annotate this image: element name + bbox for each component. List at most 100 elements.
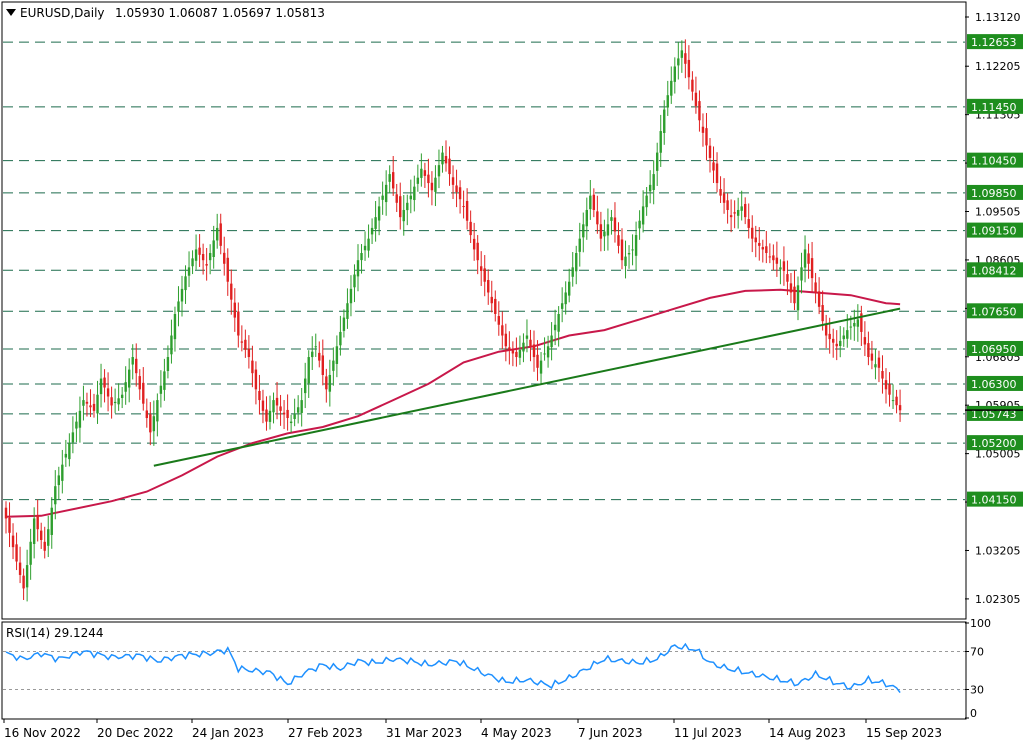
candle-body: [613, 217, 617, 232]
time-tick-label: 14 Aug 2023: [769, 726, 846, 740]
candle-body: [472, 238, 476, 250]
candle-body: [641, 206, 645, 225]
candle-body: [508, 347, 511, 350]
candle-body: [659, 131, 662, 153]
candle-body: [43, 541, 46, 551]
candle-body: [430, 182, 434, 191]
candle-body: [585, 209, 588, 227]
candle-body: [335, 346, 339, 364]
candle-body: [212, 240, 215, 258]
candle-body: [624, 256, 627, 267]
time-tick-label: 31 Mar 2023: [386, 726, 462, 740]
candle-body: [342, 317, 346, 331]
candle-body: [860, 313, 863, 332]
price-tick-label: 1.05005: [975, 448, 1021, 461]
candle-body: [11, 535, 15, 548]
candle-body: [247, 348, 251, 358]
candle-body: [705, 128, 708, 146]
candle-body: [888, 384, 891, 395]
candle-body: [8, 517, 11, 533]
candle-body: [279, 406, 282, 411]
price-tick-label: 1.09505: [975, 205, 1021, 218]
candle-body: [751, 227, 754, 239]
candle-body: [768, 256, 772, 258]
candle-body: [25, 565, 29, 588]
time-tick-label: 15 Sep 2023: [866, 726, 942, 740]
candle-body: [78, 410, 82, 428]
candle-body: [149, 414, 152, 433]
candle-body: [779, 267, 782, 270]
time-tick-label: 4 May 2023: [481, 726, 552, 740]
candle-body: [124, 382, 127, 392]
candle-body: [272, 400, 275, 413]
candle-body: [501, 325, 504, 336]
level-label-text: 1.05743: [971, 408, 1017, 421]
candle-body: [339, 331, 342, 346]
candle-body: [47, 529, 50, 546]
candle-body: [29, 541, 32, 565]
candle-body: [761, 247, 764, 250]
candle-body: [726, 200, 729, 210]
candle-body: [701, 126, 705, 133]
candle-body: [54, 486, 57, 505]
candle-body: [328, 374, 332, 392]
candle-body: [698, 101, 701, 121]
level-label-box: [967, 262, 1023, 278]
candle-body: [18, 562, 22, 575]
candle-body: [191, 258, 194, 267]
candle-body: [708, 145, 712, 158]
candle-body: [128, 369, 131, 388]
rsi-line-layer: [5, 642, 901, 694]
candle-body: [758, 242, 761, 246]
candle-body: [839, 340, 842, 346]
candle-body: [670, 80, 673, 96]
candle-body: [177, 301, 180, 312]
level-label-box: [967, 184, 1023, 200]
candle-body: [564, 292, 567, 305]
candle-body: [409, 195, 412, 200]
candle-body: [483, 268, 486, 282]
candle-body: [582, 224, 585, 238]
menu-triangle-icon[interactable]: [6, 9, 16, 16]
level-label-box: [967, 491, 1023, 507]
candle-body: [884, 380, 888, 390]
candle-body: [722, 193, 726, 203]
candle-body: [480, 266, 483, 271]
candle-body: [832, 338, 835, 343]
candle-body: [201, 254, 205, 261]
candle-body: [575, 253, 578, 272]
candle-body: [736, 209, 740, 216]
candle-body: [645, 195, 648, 208]
time-tick-label: 24 Jan 2023: [192, 726, 264, 740]
candle-body: [268, 410, 272, 422]
time-axis: 16 Nov 2022 20 Dec 2022 24 Jan 2023 27 Feb …: [3, 719, 942, 740]
rsi-panel[interactable]: 100 70 30 0 RSI(14) 29.1244: [1, 617, 991, 720]
candle-body: [828, 333, 831, 340]
candle-body: [592, 194, 596, 210]
candle-body: [568, 281, 571, 296]
candle-body: [691, 79, 694, 92]
candle-body: [536, 354, 539, 368]
candle-body: [4, 507, 8, 519]
candle-body: [557, 313, 560, 332]
candle-body: [145, 410, 148, 419]
rsi-tick-label: 100: [970, 617, 991, 630]
candle-body: [395, 194, 398, 203]
candle-body: [772, 255, 775, 261]
price-panel[interactable]: 1.131201.122051.113051.104051.095051.086…: [1, 1, 1023, 620]
candle-body: [803, 249, 807, 268]
rsi-axis: 100 70 30 0: [965, 617, 991, 720]
candle-body: [208, 253, 212, 261]
time-tick-label: 16 Nov 2022: [4, 726, 81, 740]
trendline: [153, 307, 901, 467]
candle-body: [744, 203, 747, 218]
candle-body: [849, 326, 852, 328]
candle-body: [194, 249, 198, 261]
candle-body: [363, 245, 367, 251]
candle-body: [874, 364, 877, 368]
candle-body: [444, 156, 448, 164]
level-label-box: [967, 375, 1023, 391]
ohlc-values: 1.05930 1.06087 1.05697 1.05813: [115, 6, 325, 20]
level-label-text: 1.08412: [971, 264, 1017, 277]
candle-body: [205, 264, 208, 266]
